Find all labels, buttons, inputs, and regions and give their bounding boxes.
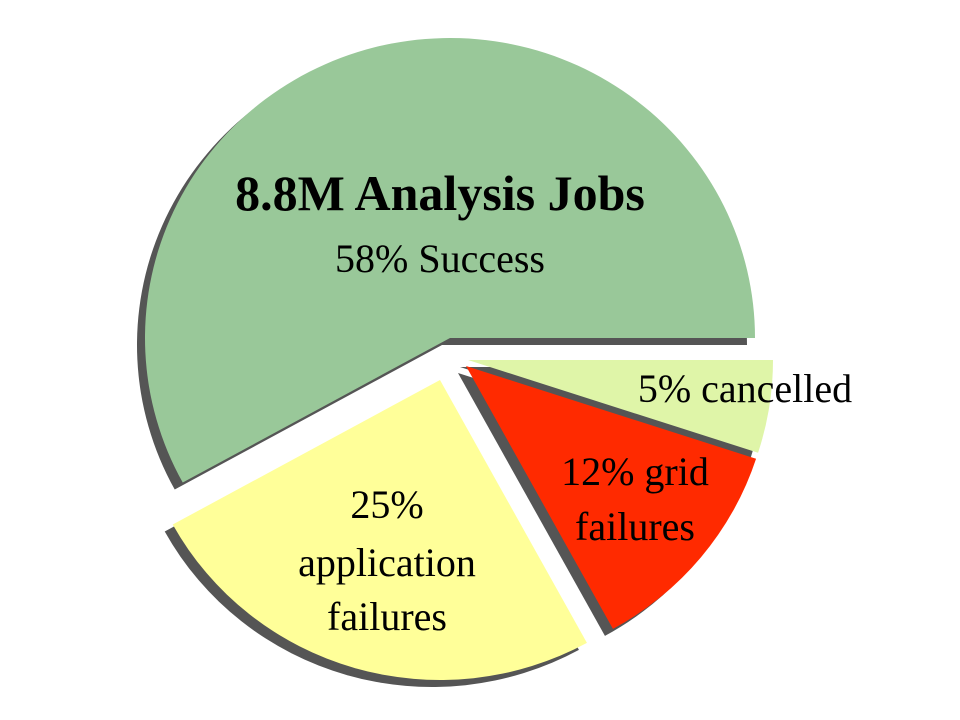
pie-slice-cancelled xyxy=(468,360,773,453)
slice-label-application-line1: 25% xyxy=(350,482,423,527)
slice-label-cancelled: 5% cancelled xyxy=(638,366,852,411)
slice-label-application-line2: application xyxy=(298,540,476,585)
pie-slice-grid-failures xyxy=(466,366,757,629)
slice-label-application-line3: failures xyxy=(327,594,447,639)
pie-slices xyxy=(136,37,773,687)
chart-title: 8.8M Analysis Jobs xyxy=(235,165,645,221)
slice-label-grid-line1: 12% grid xyxy=(561,449,709,494)
pie-slice-application-failures xyxy=(172,380,587,680)
slice-label-grid-line2: failures xyxy=(575,504,695,549)
pie-slice-success xyxy=(144,37,755,483)
slice-label-success: 58% Success xyxy=(335,236,545,281)
